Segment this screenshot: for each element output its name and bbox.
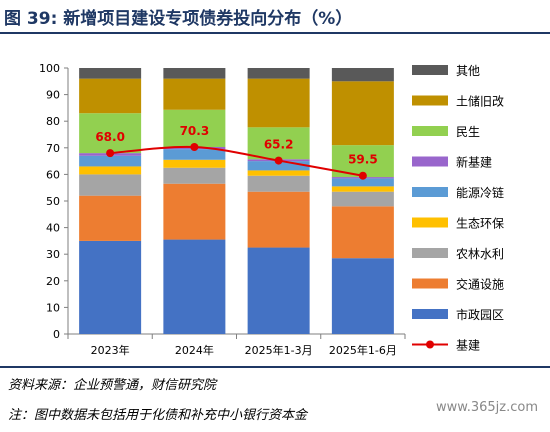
line-series-path	[110, 145, 364, 177]
legend-label: 民生	[456, 125, 480, 139]
infrastructure-line: 68.0 70.3 65.2 59.5	[95, 124, 378, 180]
chart-title: 图 39: 新增项目建设专项债券投向分布（%）	[4, 9, 353, 29]
title-bar: 图 39: 新增项目建设专项债券投向分布（%）	[0, 0, 550, 34]
y-tick-label: 60	[46, 168, 60, 181]
axes: 0 10 20 30 40 50 60 70 80 90 100 2023年 2024年 2025年1-3…	[39, 62, 406, 357]
legend-swatch	[412, 278, 448, 289]
bar-segment	[331, 178, 394, 187]
data-label: 68.0	[95, 130, 125, 144]
legend-swatch	[412, 65, 448, 75]
bar-segment	[79, 113, 142, 154]
bar-segment	[163, 239, 226, 334]
line-point	[190, 143, 199, 152]
bar-segment	[331, 186, 394, 192]
bar-segment	[79, 166, 142, 175]
bar-segment	[247, 191, 310, 248]
legend-swatch	[412, 248, 448, 258]
bar-segment	[163, 159, 226, 168]
legend-label: 基建	[456, 339, 480, 353]
bar-segment	[247, 161, 310, 171]
legend-swatch	[412, 95, 448, 106]
y-tick-label: 50	[46, 195, 60, 208]
data-label: 65.2	[264, 138, 294, 152]
legend-label: 其他	[456, 64, 480, 78]
legend-label: 土储旧改	[456, 94, 504, 109]
y-tick-label: 40	[46, 222, 60, 235]
bar-segment	[247, 127, 310, 160]
legend-label: 能源冷链	[456, 185, 504, 200]
bar-segment	[163, 68, 226, 79]
stacked-bar-chart: 0 10 20 30 40 50 60 70 80 90 100 2023年 2024年 2025年1-3…	[39, 62, 504, 357]
bar-segment	[79, 195, 142, 241]
bar-segment	[331, 68, 394, 82]
y-tick-label: 90	[46, 89, 60, 102]
bar-segment	[247, 68, 310, 79]
bar-segment	[331, 258, 394, 334]
data-label: 70.3	[180, 124, 210, 138]
x-tick-label: 2025年1-3月	[245, 343, 313, 357]
bar-segment	[79, 155, 142, 167]
legend-swatch	[412, 217, 448, 228]
legend-label: 农林水利	[456, 247, 504, 261]
y-tick-label: 70	[46, 142, 60, 155]
legend-label: 市政园区	[456, 307, 504, 322]
y-tick-label: 80	[46, 115, 60, 128]
legend-swatch	[412, 126, 448, 136]
bar-segment	[79, 240, 142, 334]
bar-segment	[331, 191, 394, 207]
bar-segment	[331, 206, 394, 259]
bar-segment	[247, 247, 310, 334]
y-tick-label: 0	[53, 328, 60, 341]
bar-segment	[79, 68, 142, 79]
bar-segment	[163, 183, 226, 240]
bar-segment	[79, 78, 142, 114]
legend-line-marker	[426, 340, 434, 349]
bar-segment	[163, 109, 226, 148]
bar-segment	[163, 149, 226, 160]
bar-segment	[163, 78, 226, 110]
legend-label: 生态环保	[456, 217, 504, 231]
data-label: 59.5	[348, 153, 378, 167]
bar-segment	[163, 167, 226, 184]
x-tick-label: 2024年	[175, 343, 214, 357]
line-point	[106, 149, 115, 158]
bar-segment	[79, 174, 142, 196]
bar-segment	[247, 175, 310, 192]
y-tick-label: 10	[46, 301, 60, 314]
bars	[79, 68, 394, 334]
line-point	[274, 156, 283, 165]
bar-segment	[247, 170, 310, 176]
y-tick-label: 100	[39, 62, 60, 75]
legend-label: 交通设施	[456, 277, 504, 292]
x-tick-label: 2023年	[91, 343, 130, 357]
x-tick-label: 2025年1-6月	[329, 343, 397, 357]
bar-segment	[331, 81, 394, 146]
footer-rule	[0, 366, 550, 368]
legend-swatch	[412, 187, 448, 197]
footnote: 注：图中数据未包括用于化债和补充中小银行资本金	[8, 408, 308, 423]
y-tick-label: 30	[46, 248, 60, 261]
legend-swatch	[412, 309, 448, 319]
source-note: 资料来源：企业预警通，财信研究院	[8, 378, 217, 393]
watermark: www.365jz.com	[436, 400, 538, 415]
y-tick-label: 20	[46, 275, 60, 288]
legend-label: 新基建	[456, 155, 492, 170]
line-point	[358, 171, 367, 180]
bar-segment	[247, 78, 310, 128]
legend-swatch	[412, 156, 448, 167]
